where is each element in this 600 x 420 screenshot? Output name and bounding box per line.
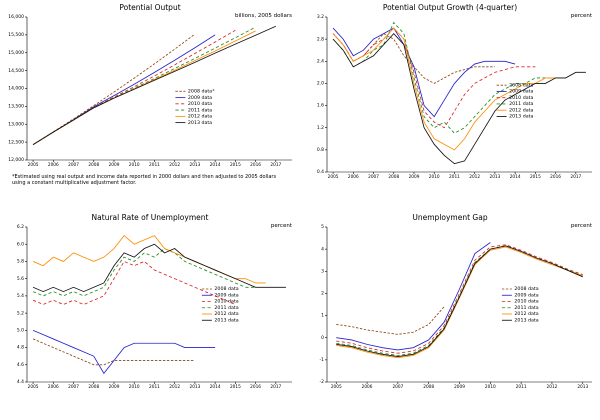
chart-title-potential-output-growth: Potential Output Growth (4-quarter) xyxy=(382,3,518,12)
unit-label-potential-output-growth: percent xyxy=(570,13,592,19)
panel-unemployment-gap: Unemployment Gap percent xyxy=(300,210,600,420)
natural-rate-chart xyxy=(1,223,299,395)
unit-label-potential-output: billions, 2005 dollars xyxy=(235,13,292,19)
chart-title-potential-output: Potential Output xyxy=(119,3,181,12)
unit-label-natural-rate: percent xyxy=(270,223,292,229)
chart-footnote: *Estimated using real output and income … xyxy=(12,174,277,187)
panel-potential-output: Potential Output billions, 2005 dollars … xyxy=(0,0,300,210)
panel-natural-rate: Natural Rate of Unemployment percent xyxy=(0,210,300,420)
potential-output-chart xyxy=(1,13,299,173)
chart-title-natural-rate: Natural Rate of Unemployment xyxy=(91,213,209,222)
unemployment-gap-chart xyxy=(301,223,599,395)
chart-title-unemployment-gap: Unemployment Gap xyxy=(412,213,488,222)
unit-label-unemployment-gap: percent xyxy=(570,223,592,229)
potential-output-growth-chart xyxy=(301,13,599,185)
panel-potential-output-growth: Potential Output Growth (4-quarter) perc… xyxy=(300,0,600,210)
